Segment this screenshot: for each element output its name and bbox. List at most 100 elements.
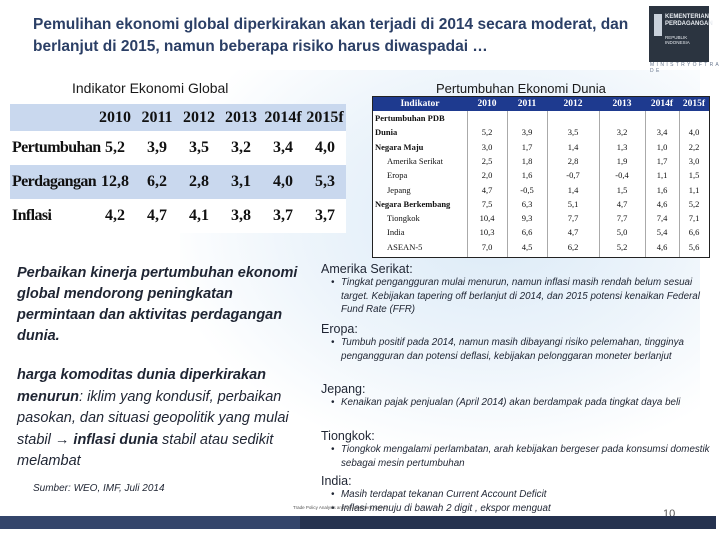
- india-section: India: • Masih terdapat tekanan Current A…: [321, 474, 711, 515]
- row-label: ASEAN-5: [387, 241, 423, 252]
- footer-note: Trade Policy Analysis and Development Ag…: [293, 505, 389, 510]
- bullet-text: Tiongkok mengalami perlambatan, arah keb…: [341, 444, 710, 469]
- row-label: Dunia: [375, 127, 398, 138]
- table-cell: 1,8: [521, 155, 533, 166]
- table-cell: 3,0: [481, 141, 493, 152]
- table-cell: 5,4: [656, 227, 668, 238]
- table-cell: -0,5: [520, 184, 534, 195]
- table-cell: 2,8: [189, 173, 209, 190]
- table-cell: 2,5: [481, 155, 493, 166]
- header-cell: 2014f: [264, 108, 302, 126]
- slide-title: Pemulihan ekonomi global diperkirakan ak…: [33, 16, 629, 55]
- table-cell: 4,1: [189, 207, 209, 224]
- table-cell: 5,0: [616, 227, 628, 238]
- bullet-text: Kenaikan pajak penjualan (April 2014) ak…: [341, 397, 681, 408]
- table-cell: 10,3: [479, 227, 495, 238]
- table-cell: 7,7: [567, 213, 579, 224]
- table-cell: 5,2: [616, 241, 628, 252]
- table-cell: 12,8: [101, 173, 129, 190]
- table-cell: 1,7: [521, 141, 533, 152]
- table-cell: 2,8: [567, 155, 579, 166]
- bullet-item: • Tiongkok mengalami perlambatan, arah ke…: [321, 443, 711, 470]
- logo-text: KEMENTERIAN PERDAGANGAN: [665, 14, 713, 28]
- table-cell: 3,9: [521, 127, 533, 138]
- table-cell: -0,7: [566, 170, 580, 181]
- global-indicator-table: 2010 2011 2012 2013 2014f 2015f Pertumbu…: [10, 104, 346, 233]
- bullet-item: • Tumbuh positif pada 2014, namun masih d…: [321, 336, 711, 363]
- table-cell: -0,4: [615, 170, 629, 181]
- bullet-icon: •: [331, 397, 335, 408]
- row-label: Inflasi: [12, 207, 52, 224]
- commodity-text: : iklim yang kondusif, perbaikan pasokan…: [17, 388, 289, 448]
- table-cell: 6,2: [147, 173, 167, 190]
- bullet-icon: •: [331, 277, 335, 288]
- table-cell: 4,5: [521, 241, 533, 252]
- table-row: ASEAN-5 7,0 4,5 6,2 5,2 4,6 5,6: [373, 241, 709, 253]
- section-heading: Tiongkok:: [321, 429, 375, 443]
- row-label: Amerika Serikat: [387, 155, 443, 166]
- table-cell: 4,2: [105, 207, 125, 224]
- logo-line2: PERDAGANGAN: [665, 21, 713, 27]
- bullet-text: Tumbuh positif pada 2014, namun masih di…: [341, 337, 684, 362]
- table-cell: 6,2: [567, 241, 579, 252]
- table-cell: 4,6: [656, 241, 668, 252]
- table-cell: 6,6: [521, 227, 533, 238]
- table-cell: 3,7: [315, 207, 335, 224]
- table-cell: 1,9: [616, 155, 628, 166]
- ministry-logo: KEMENTERIAN PERDAGANGAN REPUBLIK INDONES…: [649, 6, 713, 62]
- table-cell: 7,5: [481, 198, 493, 209]
- china-section: Tiongkok: • Tiongkok mengalami perlambata…: [321, 429, 711, 470]
- table-cell: 3,2: [231, 139, 251, 156]
- table-cell: 6,6: [688, 227, 700, 238]
- row-label: Tiongkok: [387, 213, 420, 224]
- commodity-statement: harga komoditas dunia diperkirakan menur…: [17, 365, 312, 473]
- right-table-title: Pertumbuhan Ekonomi Dunia: [436, 81, 606, 96]
- bullet-text: Masih terdapat tekanan Current Account D…: [341, 489, 547, 500]
- table-cell: 1,1: [656, 170, 668, 181]
- table-cell: 5,3: [315, 173, 335, 190]
- source-note: Sumber: WEO, IMF, Juli 2014: [33, 483, 165, 494]
- table-cell: 7,0: [481, 241, 493, 252]
- table-row: India 10,3 6,6 4,7 5,0 5,4 6,6: [373, 226, 709, 238]
- left-table-title: Indikator Ekonomi Global: [72, 80, 229, 96]
- bullet-icon: •: [331, 502, 335, 514]
- header-cell: Indikator: [400, 99, 440, 109]
- bullet-icon: •: [331, 489, 335, 500]
- table-cell: 10,4: [479, 213, 495, 224]
- table-cell: 7,7: [616, 213, 628, 224]
- table-cell: 1,5: [688, 170, 700, 181]
- bullet-text: Inflasi menuju di bawah 2 digit , ekspor…: [341, 502, 551, 514]
- header-cell: 2013: [612, 99, 632, 109]
- table-cell: 3,4: [656, 127, 668, 138]
- row-label: Perdagangan: [12, 173, 97, 190]
- table-cell: 3,0: [688, 155, 700, 166]
- table-row: Perdagangan 12,8 6,2 2,8 3,1 4,0 5,3: [10, 165, 346, 199]
- arrow-right-icon: →: [54, 431, 70, 448]
- column-divider: [507, 111, 508, 257]
- logo-line3: REPUBLIK INDONESIA: [665, 35, 690, 45]
- column-divider: [645, 111, 646, 257]
- table-cell: 1,6: [656, 184, 668, 195]
- bullet-text: Tingkat pengangguran mulai menurun, namu…: [341, 277, 700, 315]
- header-cell: 2014f: [650, 99, 674, 109]
- table-cell: 1,4: [567, 141, 579, 152]
- table-cell: 3,4: [273, 139, 293, 156]
- table-cell: 4,7: [616, 198, 628, 209]
- table-row: Jepang 4,7 -0,5 1,4 1,5 1,6 1,1: [373, 184, 709, 196]
- logo-line1: KEMENTERIAN: [665, 14, 710, 20]
- row-label: Negara Berkembang: [375, 198, 451, 209]
- bullet-icon: •: [331, 337, 335, 348]
- table-cell: 7,4: [656, 213, 668, 224]
- header-cell: 2012: [563, 99, 583, 109]
- header-cell: 2015f: [682, 99, 706, 109]
- table-cell: 3,5: [567, 127, 579, 138]
- column-divider: [599, 111, 600, 257]
- table-cell: 2,0: [481, 170, 493, 181]
- table-cell: 3,1: [231, 173, 251, 190]
- table-cell: 1,0: [656, 141, 668, 152]
- header-cell: 2010: [477, 99, 497, 109]
- table-cell: 3,7: [273, 207, 293, 224]
- column-divider: [679, 111, 680, 257]
- section-heading: Jepang:: [321, 382, 366, 396]
- world-growth-table: Indikator 2010 2011 2012 2013 2014f 2015…: [372, 96, 710, 258]
